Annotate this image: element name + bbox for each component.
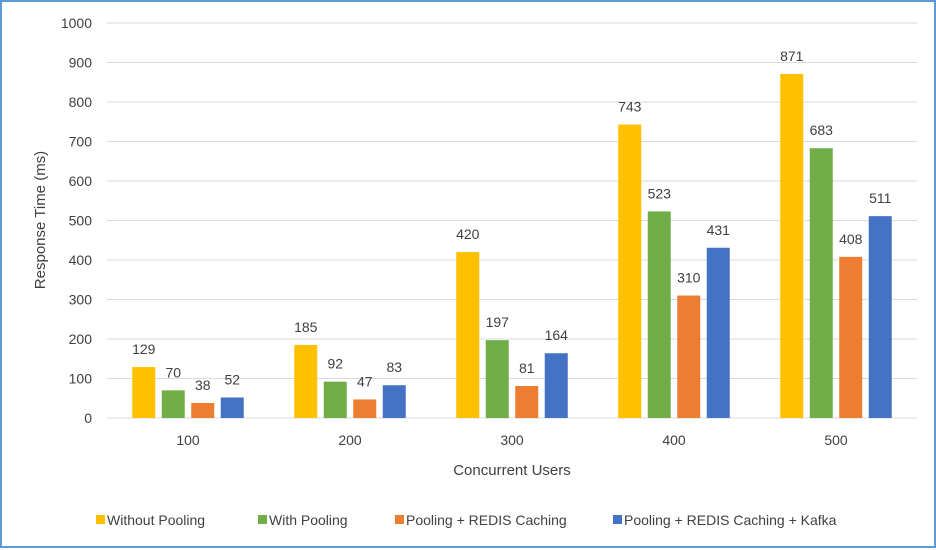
- data-label: 420: [456, 226, 480, 242]
- y-tick-label: 1000: [61, 15, 92, 31]
- gridlines: [107, 22, 917, 419]
- data-labels: 129 70 38 52 185 92 47 83 420 197 81 164 743 523 310 43…: [132, 48, 892, 393]
- data-label: 431: [707, 222, 731, 238]
- data-label: 164: [545, 327, 569, 343]
- bar: [515, 386, 539, 418]
- x-axis-title: Concurrent Users: [453, 462, 571, 479]
- y-tick-label: 700: [69, 134, 93, 150]
- x-tick-label: 400: [662, 432, 686, 448]
- x-tick-label: 500: [824, 432, 848, 448]
- y-tick-label: 900: [69, 55, 93, 71]
- y-tick-label: 400: [69, 252, 93, 268]
- legend-swatch: [258, 515, 267, 524]
- legend-swatch: [96, 515, 105, 524]
- bar: [323, 381, 347, 418]
- data-label: 81: [519, 360, 535, 376]
- bar: [809, 148, 833, 418]
- bars: [132, 73, 892, 418]
- data-label: 70: [165, 364, 181, 380]
- y-axis-title: Response Time (ms): [32, 151, 49, 289]
- x-tick-label: 200: [338, 432, 362, 448]
- bar: [780, 73, 804, 418]
- data-label: 523: [648, 185, 672, 201]
- data-label: 52: [224, 371, 240, 387]
- bar: [456, 252, 480, 418]
- data-label: 47: [357, 373, 373, 389]
- legend-label: Pooling + REDIS Caching + Kafka: [624, 512, 837, 528]
- y-tick-label: 200: [69, 331, 93, 347]
- bar: [382, 385, 406, 418]
- data-label: 743: [618, 99, 642, 115]
- data-label: 310: [677, 270, 701, 286]
- data-label: 83: [386, 359, 402, 375]
- bar: [485, 340, 509, 418]
- y-tick-label: 500: [69, 213, 93, 229]
- bar: [677, 295, 701, 418]
- y-axis-ticks: 0 100 200 300 400 500 600 700 800 900 1000: [61, 15, 92, 426]
- bar: [161, 390, 185, 418]
- legend-swatch: [395, 515, 404, 524]
- bar: [191, 402, 215, 418]
- y-tick-label: 600: [69, 173, 93, 189]
- bar: [647, 211, 671, 418]
- legend-label: With Pooling: [269, 512, 348, 528]
- legend-swatch: [613, 515, 622, 524]
- y-tick-label: 300: [69, 292, 93, 308]
- data-label: 511: [869, 190, 892, 206]
- data-label: 871: [780, 48, 804, 64]
- y-tick-label: 100: [69, 371, 93, 387]
- bar: [618, 124, 642, 418]
- y-tick-label: 0: [84, 410, 92, 426]
- y-tick-label: 800: [69, 94, 93, 110]
- data-label: 129: [132, 341, 156, 357]
- data-label: 683: [810, 122, 834, 138]
- bar: [132, 367, 156, 418]
- bar: [353, 399, 377, 418]
- data-label: 197: [486, 314, 510, 330]
- data-label: 38: [195, 377, 211, 393]
- bar: [706, 247, 730, 418]
- bar: [544, 353, 568, 418]
- x-tick-label: 300: [500, 432, 524, 448]
- bar: [839, 256, 863, 418]
- x-axis-ticks: 100 200 300 400 500: [176, 432, 848, 448]
- legend: Without Pooling With Pooling Pooling + RED…: [96, 512, 837, 528]
- data-label: 185: [294, 319, 318, 335]
- bar: [220, 397, 244, 418]
- legend-label: Pooling + REDIS Caching: [406, 512, 567, 528]
- data-label: 408: [839, 231, 863, 247]
- bar: [868, 216, 892, 418]
- data-label: 92: [327, 356, 343, 372]
- x-tick-label: 100: [176, 432, 200, 448]
- bar: [294, 344, 318, 418]
- legend-label: Without Pooling: [107, 512, 205, 528]
